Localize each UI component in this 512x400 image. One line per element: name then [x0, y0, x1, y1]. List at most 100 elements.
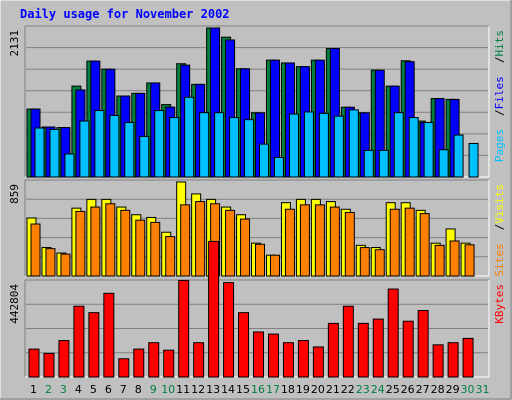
bar-kbytes-day-24 — [372, 318, 384, 378]
bar-sites-day-24 — [374, 249, 385, 277]
bar-sites-day-25 — [389, 208, 400, 277]
x-tick-label: 2 — [45, 383, 52, 396]
bar-kbytes-day-13 — [208, 240, 220, 378]
bar-kbytes-day-8 — [133, 348, 145, 378]
bar-sites-day-26 — [404, 207, 415, 277]
bar-pages-day-6 — [109, 114, 120, 178]
bar-sites-day-1 — [30, 223, 41, 277]
legend-label: Hits — [493, 30, 506, 57]
bar-kbytes-day-7 — [118, 358, 130, 378]
bar-sites-day-17 — [269, 254, 280, 277]
bar-sites-day-12 — [195, 201, 206, 277]
bar-sites-day-19 — [299, 204, 310, 277]
bar-sites-day-27 — [419, 213, 430, 277]
x-tick-label: 12 — [191, 383, 205, 396]
bar-kbytes-day-26 — [402, 320, 414, 378]
legend-label: Visits — [493, 184, 506, 224]
x-tick-label: 4 — [75, 383, 82, 396]
bar-sites-day-22 — [344, 212, 355, 277]
legend-separator: / — [493, 109, 506, 116]
x-tick-label: 18 — [281, 383, 295, 396]
x-tick-label: 8 — [135, 383, 142, 396]
bar-pages-day-10 — [169, 117, 180, 178]
bar-sites-day-6 — [105, 203, 116, 277]
bar-pages-day-26 — [408, 117, 419, 178]
x-tick-label: 3 — [60, 383, 67, 396]
bar-pages-day-1 — [34, 127, 45, 178]
bar-kbytes-day-25 — [387, 288, 399, 378]
legend-separator: / — [493, 56, 506, 63]
y-max-label: 2131 — [8, 30, 21, 57]
bar-kbytes-day-20 — [312, 346, 324, 378]
x-tick-label: 25 — [386, 383, 400, 396]
bar-pages-day-4 — [79, 120, 90, 178]
bar-kbytes-day-6 — [103, 292, 115, 378]
bar-kbytes-day-30 — [462, 337, 474, 378]
legend-separator: / — [493, 224, 506, 231]
bar-kbytes-day-12 — [193, 342, 205, 378]
bar-pages-day-9 — [154, 110, 165, 178]
x-tick-label: 13 — [206, 383, 220, 396]
x-tick-label: 10 — [161, 383, 175, 396]
x-tick-label: 15 — [236, 383, 250, 396]
bar-pages-day-11 — [184, 96, 195, 178]
bar-sites-day-14 — [225, 209, 236, 277]
bar-kbytes-day-28 — [432, 344, 444, 378]
bar-pages-day-12 — [199, 112, 210, 178]
x-tick-label: 22 — [341, 383, 355, 396]
bar-kbytes-day-29 — [447, 342, 459, 378]
bar-pages-day-7 — [124, 121, 135, 178]
x-tick-label: 17 — [266, 383, 280, 396]
x-tick-label: 14 — [221, 383, 235, 396]
bar-kbytes-day-16 — [253, 331, 265, 378]
bar-sites-day-3 — [60, 253, 71, 277]
bar-kbytes-day-5 — [88, 312, 100, 378]
bar-kbytes-day-21 — [327, 322, 339, 378]
bar-pages-day-28 — [438, 149, 449, 178]
bar-kbytes-day-17 — [267, 333, 279, 378]
bar-sites-day-10 — [165, 236, 176, 277]
x-tick-label: 26 — [401, 383, 415, 396]
legend-label: Sites — [493, 243, 506, 276]
x-tick-label: 24 — [371, 383, 385, 396]
x-tick-label: 16 — [251, 383, 265, 396]
x-tick-label: 5 — [90, 383, 97, 396]
x-tick-label: 28 — [431, 383, 445, 396]
bar-pages-day-22 — [348, 109, 359, 178]
bar-sites-day-7 — [120, 209, 131, 277]
bar-pages-day-13 — [214, 112, 225, 178]
x-tick-label: 30 — [461, 383, 475, 396]
x-tick-label: 7 — [120, 383, 127, 396]
bar-sites-day-28 — [434, 244, 445, 277]
bar-pages-day-27 — [423, 121, 434, 178]
x-tick-label: 20 — [311, 383, 325, 396]
bar-pages-day-19 — [303, 111, 314, 178]
bar-pages-day-25 — [393, 112, 404, 178]
bar-kbytes-day-10 — [163, 349, 175, 378]
y-max-label: 859 — [8, 184, 21, 204]
x-tick-label: 1 — [30, 383, 37, 396]
bar-sites-day-2 — [45, 248, 56, 277]
bar-kbytes-day-27 — [417, 309, 429, 378]
bar-pages-day-16 — [259, 143, 270, 178]
bar-pages-day-30 — [468, 142, 479, 178]
bar-sites-day-18 — [284, 208, 295, 277]
bar-kbytes-day-2 — [43, 352, 55, 378]
x-tick-label: 23 — [356, 383, 370, 396]
bar-pages-day-14 — [229, 117, 240, 178]
bar-pages-day-18 — [288, 113, 299, 178]
x-tick-label: 29 — [446, 383, 460, 396]
bar-sites-day-15 — [240, 218, 251, 277]
chart-title: Daily usage for November 2002 — [20, 7, 230, 21]
bar-kbytes-day-14 — [223, 282, 235, 378]
bar-pages-day-24 — [378, 149, 389, 178]
bar-kbytes-day-23 — [357, 322, 369, 378]
bar-sites-day-21 — [329, 206, 340, 277]
legend-label: Files — [493, 76, 506, 109]
bar-sites-day-23 — [359, 247, 370, 277]
bar-kbytes-day-1 — [28, 348, 40, 378]
bar-pages-day-20 — [318, 112, 329, 178]
bar-pages-day-3 — [64, 153, 75, 178]
